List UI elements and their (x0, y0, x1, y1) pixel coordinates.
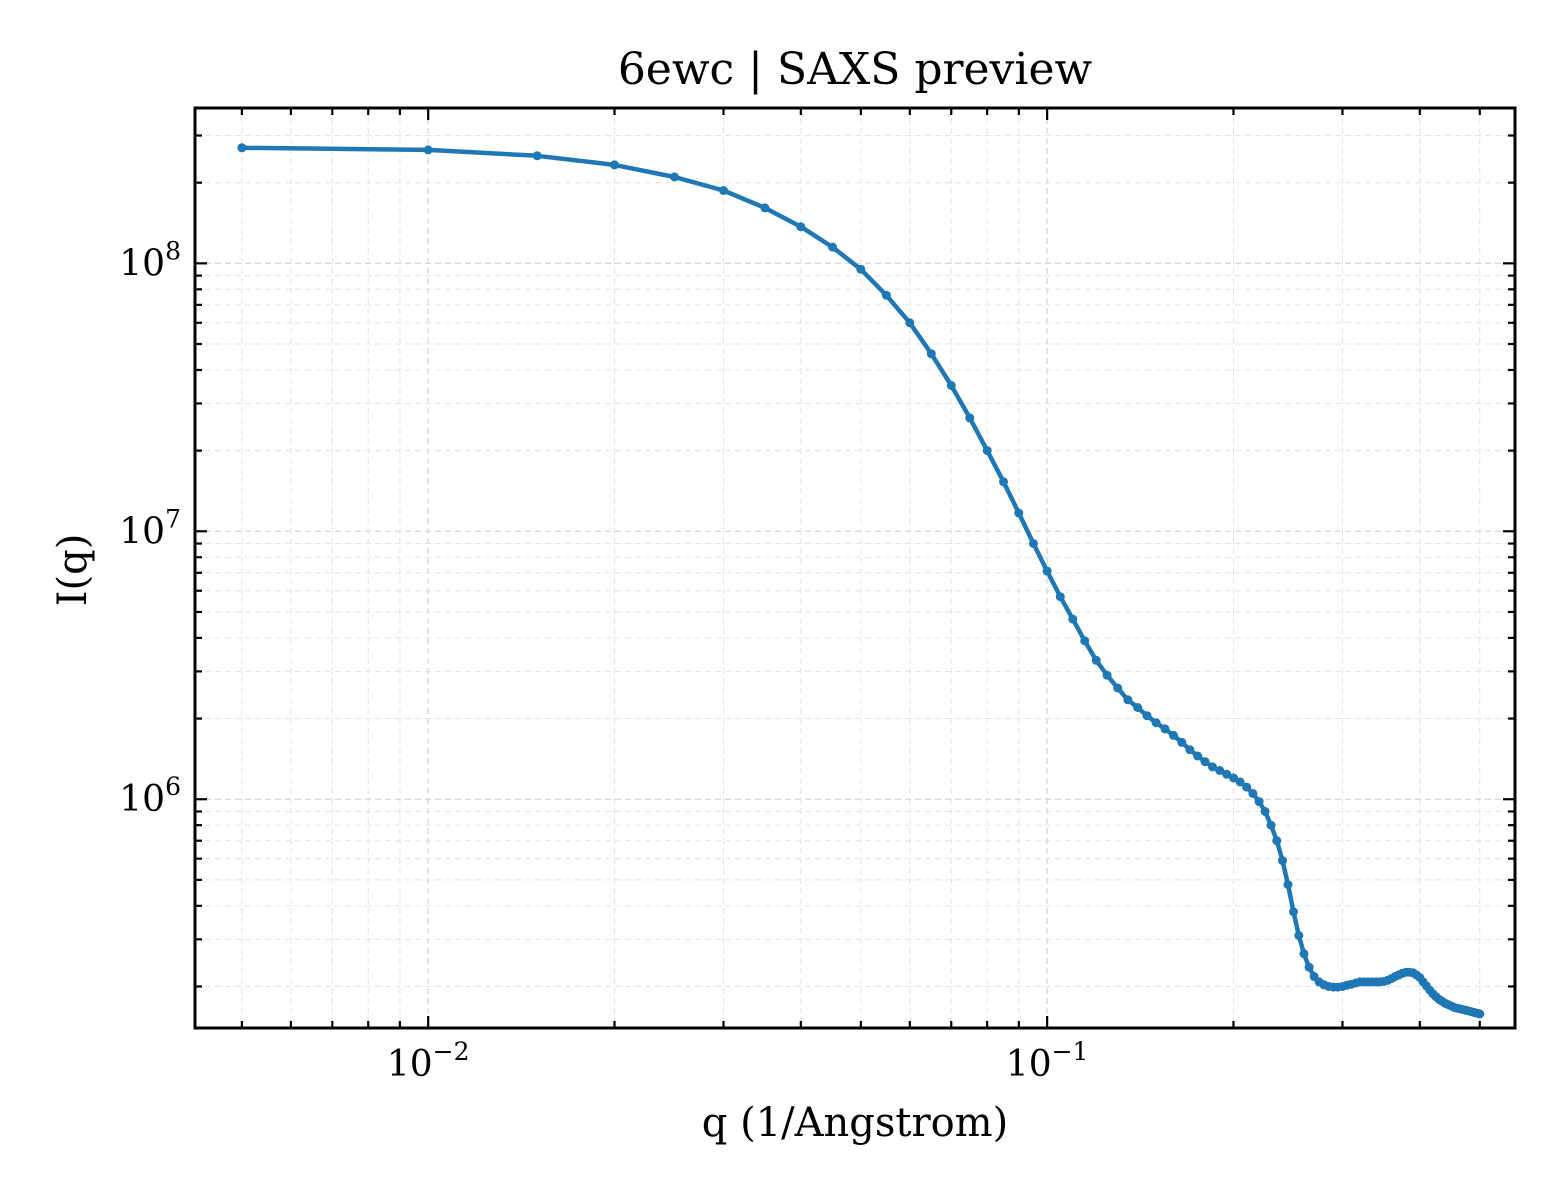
data-point (1254, 797, 1264, 807)
data-point (1169, 730, 1178, 740)
data-point (1123, 695, 1133, 705)
x-tick-label: 10−1 (1006, 1037, 1089, 1085)
data-point (1014, 508, 1024, 518)
data-point (1208, 762, 1217, 772)
data-point (1102, 670, 1112, 680)
data-point (982, 446, 992, 456)
data-point (1142, 711, 1152, 721)
y-axis-label: I(q) (50, 534, 96, 607)
data-point (1068, 614, 1078, 624)
series-markers (237, 143, 1485, 1019)
data-point (1272, 836, 1282, 846)
data-point (1299, 949, 1309, 959)
x-tick-label: 10−2 (387, 1037, 470, 1085)
data-point (1235, 777, 1245, 787)
data-point (1248, 789, 1258, 798)
data-point (905, 318, 915, 328)
data-point (965, 413, 975, 423)
data-point (1278, 856, 1287, 866)
data-point (760, 203, 770, 213)
y-tick-label: 108 (119, 236, 181, 284)
y-tick-label: 106 (119, 772, 181, 820)
data-point (1289, 907, 1298, 917)
data-point (1151, 718, 1161, 728)
data-point (1266, 820, 1276, 830)
data-point (1283, 880, 1293, 890)
data-point (796, 222, 806, 232)
data-point (719, 186, 728, 195)
data-point (1133, 703, 1143, 712)
data-point (999, 477, 1008, 487)
data-point (1200, 757, 1210, 767)
chart-title: 6ewc | SAXS preview (618, 44, 1093, 95)
data-point (1242, 782, 1252, 792)
plot-frame (193, 106, 1517, 1030)
data-point (1091, 655, 1101, 665)
data-point (828, 242, 837, 252)
data-point (423, 145, 433, 155)
data-point (1229, 773, 1238, 783)
data-point (1028, 539, 1038, 548)
x-axis-label: q (1/Angstrom) (702, 1100, 1008, 1146)
data-point (1475, 1009, 1485, 1019)
data-point (1215, 766, 1225, 775)
grid (195, 108, 1515, 1028)
data-point (1160, 724, 1170, 734)
data-point (610, 160, 619, 170)
data-point (1080, 636, 1090, 646)
y-tick-label: 107 (119, 504, 181, 552)
data-point (1222, 769, 1232, 779)
data-point (1042, 566, 1052, 576)
data-point (237, 143, 247, 153)
data-point (881, 290, 891, 300)
data-point (1304, 962, 1314, 972)
data-point (1113, 683, 1123, 693)
data-point (1177, 737, 1187, 747)
data-point (1185, 745, 1195, 755)
data-point (856, 264, 866, 274)
data-point (1055, 592, 1065, 602)
data-point (946, 381, 956, 390)
data-point (532, 151, 542, 161)
data-point (1260, 807, 1270, 816)
data-point (1193, 751, 1203, 761)
data-point (1294, 931, 1304, 940)
tick-labels: 10−2 10−1 106 107 108 (119, 236, 1088, 1085)
data-point (670, 172, 679, 182)
data-point (926, 349, 936, 359)
